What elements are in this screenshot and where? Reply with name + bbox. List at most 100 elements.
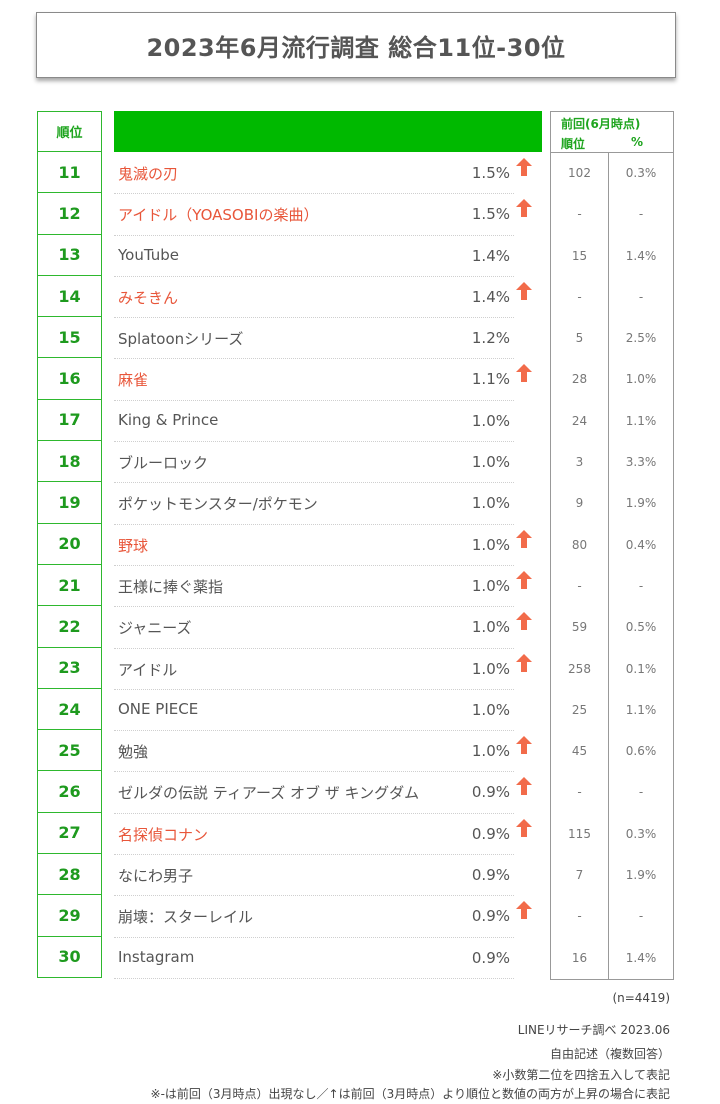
rank-cell: 18 <box>37 441 102 483</box>
previous-percentage: 0.6% <box>625 744 657 759</box>
item-name: 麻雀 <box>118 371 149 390</box>
previous-row: 25 1.1% <box>551 690 673 731</box>
item-percentage: 0.9% <box>471 783 510 802</box>
rank-cell: 23 <box>37 647 102 689</box>
legend-note: ※-は前回（3月時点）出現なし／↑は前回（3月時点）より順位と数値の両方が上昇の… <box>150 1087 670 1101</box>
previous-row: 102 0.3% <box>551 153 673 194</box>
rank-header: 順位 <box>37 111 102 152</box>
previous-percentage: 1.1% <box>625 702 657 717</box>
previous-rank: 24 <box>571 413 588 428</box>
previous-row: -- <box>551 194 673 235</box>
previous-rank: - <box>577 289 582 304</box>
item-percentage: 1.0% <box>471 576 510 595</box>
item-name: アイドル（YOASOBIの楽曲） <box>118 206 319 225</box>
item-name: ジャニーズ <box>118 619 192 638</box>
rank-cell: 21 <box>37 564 102 607</box>
up-arrow-icon <box>516 777 532 796</box>
rank-cell: 19 <box>37 482 102 524</box>
item-name: Instagram <box>118 947 195 966</box>
item-name: ポケットモンスター/ポケモン <box>118 495 318 514</box>
item-percentage: 1.0% <box>471 659 510 678</box>
previous-results-table: 前回(6月時点) 順位 % 102 0.3% - -15 1.4% - -5 2.5% 28 1.… <box>550 111 674 980</box>
list-item: Instagram 0.9% <box>114 938 514 979</box>
previous-percentage: 0.5% <box>625 620 657 635</box>
source-note: LINEリサーチ調べ 2023.06 <box>517 1023 670 1037</box>
list-item: ジャニーズ 1.0% <box>114 607 532 649</box>
list-item: YouTube 1.4% <box>114 236 514 277</box>
previous-divider <box>608 153 609 980</box>
item-percentage: 0.9% <box>471 824 510 843</box>
rank-cell: 20 <box>37 523 102 565</box>
list-item: なにわ男子 0.9% <box>114 855 514 897</box>
item-name: ブルーロック <box>118 454 209 473</box>
rank-cell: 24 <box>37 688 102 731</box>
item-name: ONE PIECE <box>118 699 199 718</box>
rank-cell: 30 <box>37 936 102 978</box>
previous-rank: 28 <box>571 372 588 387</box>
previous-percentage: 1.9% <box>625 496 657 511</box>
previous-percentage: 0.1% <box>625 661 657 676</box>
previous-row: 7 1.9% <box>551 855 673 896</box>
previous-rank: 45 <box>571 744 588 759</box>
previous-percentage: 0.3% <box>625 166 657 180</box>
item-percentage: 1.0% <box>471 742 510 761</box>
title-box: 2023年6月流行調査 総合11位-30位 <box>36 12 676 78</box>
list-item: ブルーロック 1.0% <box>114 442 514 484</box>
item-name: King & Prince <box>118 410 219 429</box>
list-item: 崩壊：スターレイル 0.9% <box>114 896 532 938</box>
previous-percentage: - <box>638 785 644 800</box>
previous-percentage: 0.3% <box>625 826 657 841</box>
previous-percentage: 1.4% <box>625 950 657 965</box>
item-percentage: 1.2% <box>471 329 510 348</box>
previous-rank: 102 <box>568 166 591 180</box>
item-percentage: 1.4% <box>471 246 510 265</box>
rank-cell: 27 <box>37 812 102 855</box>
item-percentage: 1.0% <box>471 411 510 430</box>
previous-row: 15 1.4% <box>551 236 673 277</box>
rank-cell: 12 <box>37 193 102 235</box>
rank-cell: 22 <box>37 606 102 648</box>
item-name: なにわ男子 <box>118 867 194 886</box>
header-green-bar <box>114 111 542 152</box>
list-item: アイドル 1.0% <box>114 649 532 690</box>
rank-cell: 25 <box>37 730 102 772</box>
previous-row: -- <box>551 772 673 813</box>
rank-cell: 15 <box>37 317 102 359</box>
previous-percentage: - <box>638 207 644 222</box>
previous-header-title: 前回(6月時点) <box>561 117 641 131</box>
list-item: 鬼滅の刃 1.5% <box>114 153 532 195</box>
list-item: ゼルダの伝説 ティアーズ オブ ザ キングダム 0.9% <box>114 772 532 814</box>
previous-percentage: - <box>638 909 644 924</box>
previous-percentage: 1.4% <box>625 248 657 263</box>
item-name: 名探偵コナン <box>118 825 209 844</box>
previous-rank: - <box>577 785 582 800</box>
previous-row: -- <box>551 566 673 607</box>
previous-rank: 16 <box>571 950 588 965</box>
method-note: 自由記述（複数回答） <box>549 1047 670 1061</box>
rank-cell: 11 <box>37 152 102 194</box>
up-arrow-icon <box>516 818 532 837</box>
rank-cell: 13 <box>37 234 102 276</box>
list-item: Splatoonシリーズ 1.2% <box>114 318 514 360</box>
previous-rank: 59 <box>571 620 588 635</box>
previous-rank: 7 <box>575 868 584 883</box>
up-arrow-icon <box>516 901 532 920</box>
item-name: アイドル <box>118 660 178 679</box>
item-name: 野球 <box>118 536 149 555</box>
previous-row: 45 0.6% <box>551 731 673 772</box>
item-percentage: 0.9% <box>471 907 510 926</box>
item-percentage: 0.9% <box>471 948 510 967</box>
rank-cell: 29 <box>37 895 102 937</box>
item-name: 王様に捧ぐ薬指 <box>118 577 224 596</box>
previous-row: 80 0.4% <box>551 525 673 566</box>
rank-cell: 16 <box>37 358 102 400</box>
previous-row: 28 1.0% <box>551 359 673 400</box>
previous-rank: - <box>577 909 582 924</box>
previous-rank: 3 <box>575 455 584 470</box>
list-item: 王様に捧ぐ薬指 1.0% <box>114 566 532 608</box>
item-name: YouTube <box>118 245 179 264</box>
previous-percentage: 1.0% <box>625 372 657 387</box>
item-name: Splatoonシリーズ <box>118 330 244 349</box>
up-arrow-icon <box>516 281 532 300</box>
rank-cell: 28 <box>37 854 102 896</box>
